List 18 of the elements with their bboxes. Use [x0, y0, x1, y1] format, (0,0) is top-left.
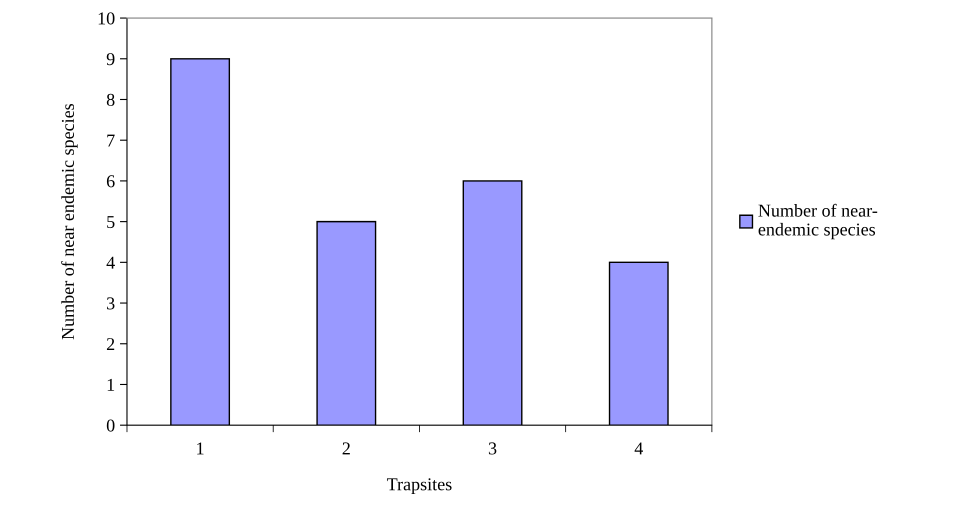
y-tick-label: 5 [107, 216, 114, 228]
y-tick-label: 8 [106, 94, 114, 106]
x-tick-label: 4 [634, 442, 643, 454]
y-axis-title: Number of near endemic species [61, 104, 78, 340]
x-tick-label: 1 [197, 442, 204, 454]
x-tick-label: 3 [488, 442, 496, 455]
y-tick-label: 10 [98, 12, 114, 24]
y-tick-label: 0 [106, 419, 114, 432]
y-tick-label: 3 [107, 297, 114, 310]
x-axis-title: Trapsites [386, 478, 452, 494]
legend-label: Number of near-endemic species [758, 204, 878, 240]
y-tick-label: 9 [106, 53, 114, 66]
y-tick-label: 2 [106, 338, 114, 350]
y-tick-label: 6 [106, 175, 115, 188]
y-tick-label: 7 [107, 134, 115, 146]
x-tick-label: 2 [342, 442, 350, 454]
y-tick-label: 1 [108, 378, 114, 391]
y-tick-label: 4 [106, 256, 115, 269]
